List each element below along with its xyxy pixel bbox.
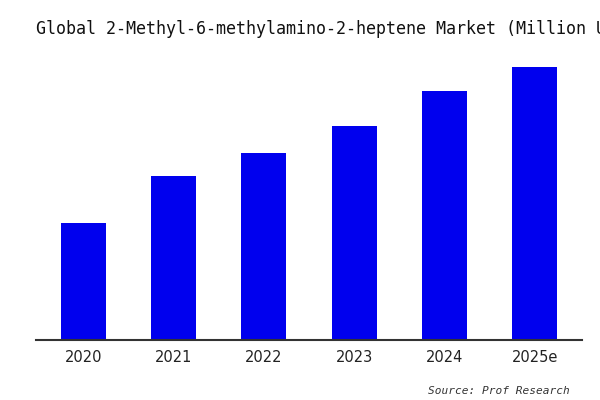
- Bar: [61, 223, 106, 340]
- Bar: [332, 126, 377, 340]
- Bar: [151, 176, 196, 340]
- Bar: [422, 91, 467, 340]
- Bar: [241, 153, 286, 340]
- Text: Global 2-Methyl-6-methylamino-2-heptene Market (Million USD): Global 2-Methyl-6-methylamino-2-heptene …: [36, 20, 600, 38]
- Text: Source: Prof Research: Source: Prof Research: [428, 386, 570, 396]
- Bar: [512, 68, 557, 340]
